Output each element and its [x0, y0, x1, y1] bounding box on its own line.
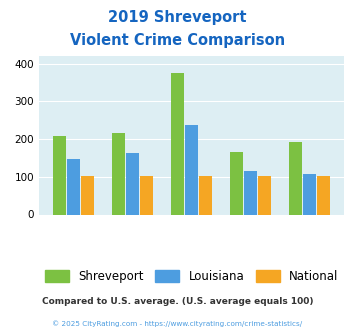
Bar [289, 142, 302, 214]
Bar [112, 133, 125, 214]
Bar [185, 125, 198, 214]
Text: Compared to U.S. average. (U.S. average equals 100): Compared to U.S. average. (U.S. average … [42, 297, 313, 306]
Bar [303, 174, 316, 214]
Bar [171, 73, 184, 215]
Legend: Shreveport, Louisiana, National: Shreveport, Louisiana, National [40, 265, 343, 288]
Bar [53, 136, 66, 214]
Bar [81, 176, 94, 214]
Bar [200, 176, 212, 214]
Bar [67, 159, 80, 214]
Text: 2019 Shreveport: 2019 Shreveport [108, 10, 247, 25]
Text: Violent Crime Comparison: Violent Crime Comparison [70, 33, 285, 48]
Bar [258, 176, 272, 214]
Bar [317, 176, 331, 214]
Bar [126, 153, 139, 214]
Bar [230, 151, 243, 214]
Bar [140, 176, 153, 214]
Bar [244, 171, 257, 214]
Text: © 2025 CityRating.com - https://www.cityrating.com/crime-statistics/: © 2025 CityRating.com - https://www.city… [53, 320, 302, 327]
